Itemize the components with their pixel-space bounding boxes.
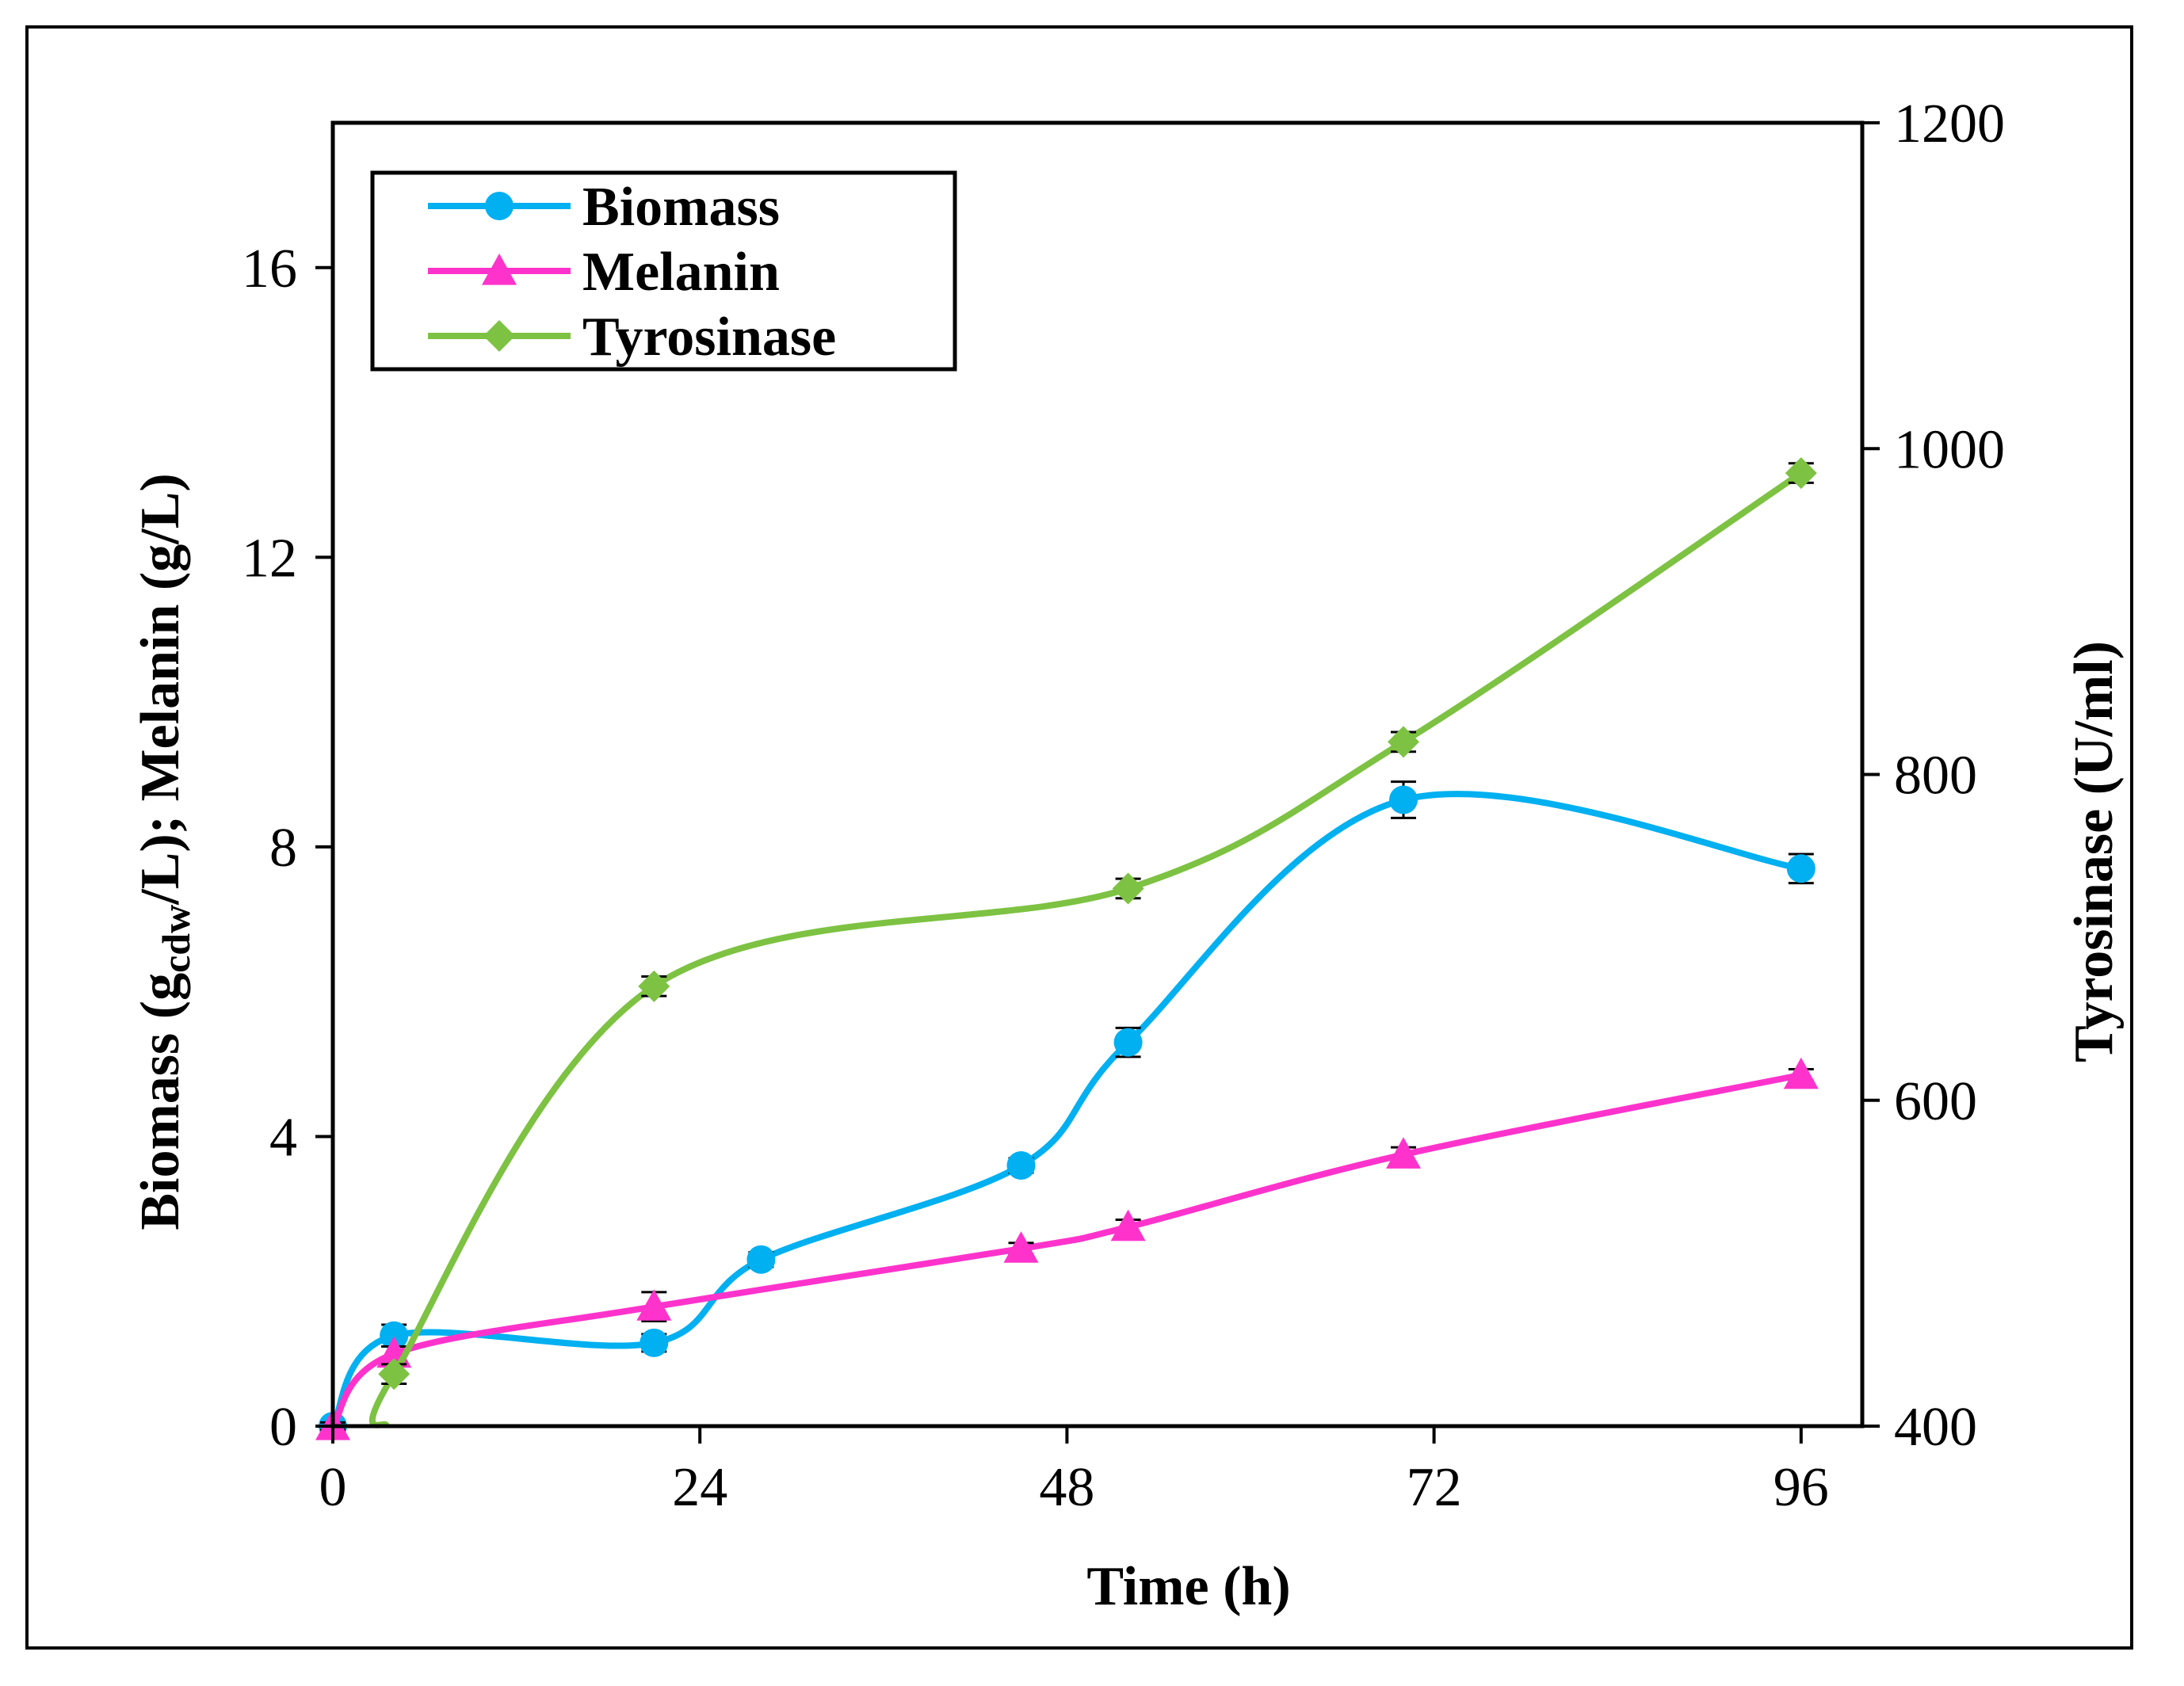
legend-label-biomass: Biomass [582, 177, 780, 238]
x-tick-label: 48 [1039, 1457, 1094, 1518]
melanin-point [1386, 1137, 1421, 1169]
x-tick-label: 72 [1407, 1457, 1462, 1518]
legend-marker-tyrosinase [483, 320, 515, 352]
x-axis-title: Time (h) [1086, 1556, 1290, 1617]
biomass-point [380, 1321, 409, 1350]
tyrosinase-point [1785, 457, 1817, 490]
figure-frame [25, 25, 2133, 1650]
x-tick-label: 96 [1774, 1457, 1829, 1518]
legend-item-tyrosinase: Tyrosinase [428, 307, 836, 368]
legend-marker-melanin [482, 254, 517, 285]
melanin-line [330, 1071, 1802, 1429]
y2-tick-label: 800 [1894, 746, 1977, 807]
melanin-point [636, 1289, 672, 1321]
y2-tick-label: 400 [1894, 1397, 1977, 1458]
y2-tick-label: 1200 [1894, 93, 2005, 154]
tyrosinase-point [638, 970, 670, 1002]
legend-label-melanin: Melanin [582, 242, 780, 303]
biomass-point [1113, 1028, 1143, 1057]
biomass-point [1389, 785, 1418, 814]
y-axis-title-subscript: cdw [154, 905, 198, 973]
y2-tick-label: 600 [1894, 1071, 1977, 1132]
x-tick-label: 0 [319, 1457, 347, 1518]
y-tick-label: 8 [269, 818, 297, 879]
y-tick-label: 4 [269, 1107, 297, 1168]
y-tick-label: 12 [242, 528, 297, 589]
y-tick-label: 16 [242, 238, 297, 299]
melanin-point [1110, 1209, 1146, 1242]
x-tick-label: 24 [672, 1457, 727, 1518]
tyrosinase-line [368, 470, 1804, 1429]
legend-item-biomass: Biomass [428, 177, 780, 238]
y-tick-label: 0 [269, 1397, 297, 1458]
biomass-point [1786, 854, 1816, 883]
melanin-point [1783, 1057, 1819, 1089]
biomass-line [330, 791, 1802, 1429]
biomass-point [640, 1328, 669, 1357]
y2-tick-label: 1000 [1894, 419, 2005, 480]
series-tyrosinase [368, 457, 1817, 1429]
legend-label-tyrosinase: Tyrosinase [582, 307, 836, 368]
y-axis-title-prefix: Biomass (g [130, 973, 191, 1230]
series-biomass [319, 780, 1816, 1440]
biomass-point [1006, 1151, 1036, 1180]
y-axis-title: Biomass (gcdw/L); Melanin (g/L) [130, 473, 198, 1230]
melanin-point [1003, 1231, 1039, 1263]
y2-axis-title: Tyrosinase (U/ml) [2064, 641, 2125, 1062]
tyrosinase-point [1388, 726, 1419, 758]
tyrosinase-point [378, 1358, 410, 1390]
legend-item-melanin: Melanin [428, 242, 780, 303]
legend-marker-biomass [485, 192, 514, 220]
biomass-point [746, 1245, 776, 1274]
series-melanin [315, 1057, 1819, 1440]
y-axis-title-suffix: /L); Melanin (g/L) [130, 473, 191, 905]
tyrosinase-point [1112, 872, 1144, 905]
